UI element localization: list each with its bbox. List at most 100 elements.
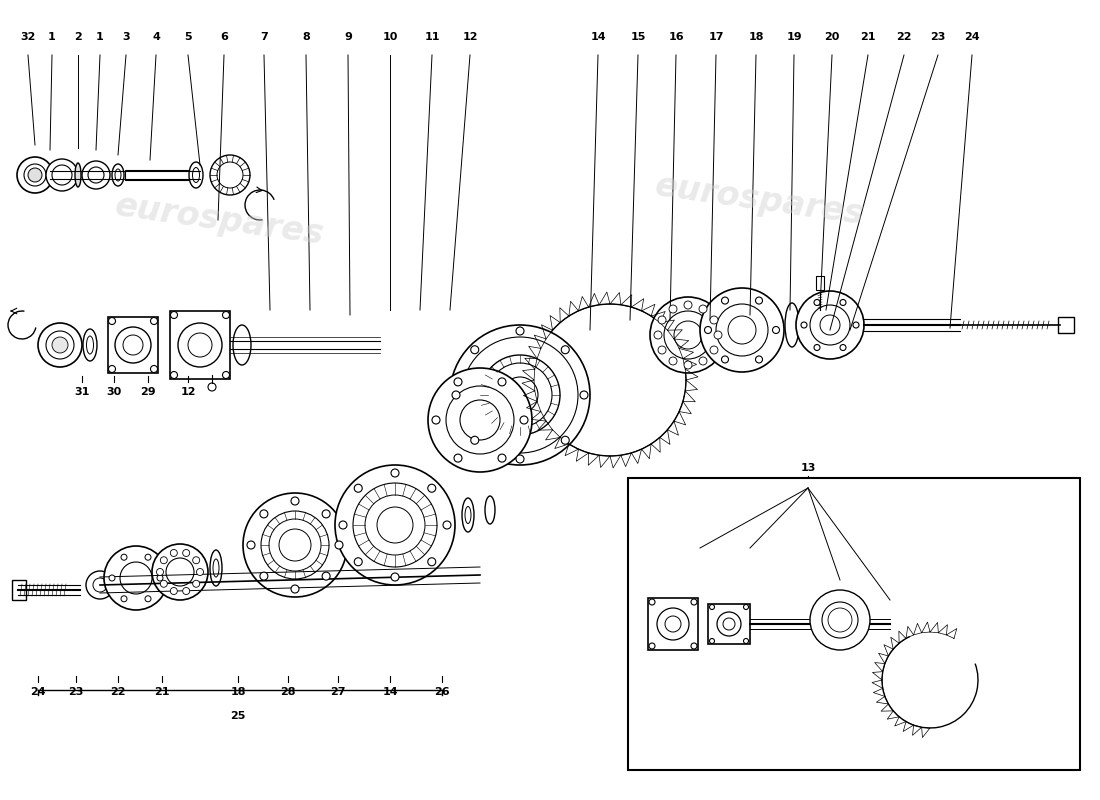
Circle shape [658,346,666,354]
Polygon shape [588,294,600,307]
Text: 23: 23 [931,32,946,42]
Circle shape [498,454,506,462]
Circle shape [222,311,230,318]
Circle shape [710,638,715,643]
Circle shape [428,484,436,492]
Circle shape [377,507,412,543]
Text: 18: 18 [230,687,245,697]
Circle shape [698,357,707,365]
Text: 1: 1 [96,32,103,42]
Polygon shape [881,704,893,711]
Circle shape [121,554,126,560]
Polygon shape [888,711,899,719]
Circle shape [292,585,299,593]
Bar [125,170,190,180]
Circle shape [152,544,208,600]
Circle shape [744,605,748,610]
Ellipse shape [462,498,474,532]
Circle shape [722,297,728,304]
Text: 4: 4 [152,32,160,42]
Text: 5: 5 [184,32,191,42]
Text: 14: 14 [591,32,606,42]
Polygon shape [668,421,679,435]
Polygon shape [872,672,882,680]
Circle shape [16,157,53,193]
Circle shape [208,383,216,391]
Circle shape [649,599,654,605]
Polygon shape [683,391,695,402]
Polygon shape [610,455,620,468]
Circle shape [480,355,560,435]
Polygon shape [565,444,579,456]
Text: 20: 20 [824,32,839,42]
Circle shape [756,297,762,304]
Circle shape [561,346,570,354]
Bar [170,311,230,379]
Circle shape [498,378,506,386]
Circle shape [339,521,346,529]
Circle shape [443,521,451,529]
Circle shape [94,578,107,592]
Circle shape [428,558,436,566]
Circle shape [650,297,726,373]
Ellipse shape [233,325,251,365]
Polygon shape [879,654,889,663]
Circle shape [46,159,78,191]
Circle shape [109,575,116,581]
Circle shape [664,311,712,359]
Text: 15: 15 [630,32,646,42]
Circle shape [109,366,116,373]
Text: 13: 13 [801,463,816,473]
Text: 29: 29 [140,387,156,397]
Polygon shape [872,680,882,688]
Polygon shape [569,302,579,316]
Circle shape [471,346,478,354]
Circle shape [46,331,74,359]
Circle shape [516,327,524,335]
Circle shape [717,612,741,636]
Text: 12: 12 [462,32,477,42]
Circle shape [390,573,399,581]
Circle shape [322,510,330,518]
Ellipse shape [82,329,97,361]
Circle shape [52,337,68,353]
Text: eurospares: eurospares [113,189,327,251]
Text: 28: 28 [280,687,296,697]
Text: 24: 24 [965,32,980,42]
Polygon shape [600,455,610,467]
Polygon shape [906,626,914,638]
Circle shape [161,557,167,564]
Circle shape [336,465,455,585]
Polygon shape [874,662,884,672]
Polygon shape [651,311,666,322]
Circle shape [580,391,588,399]
Circle shape [520,416,528,424]
Text: 32: 32 [20,32,35,42]
Polygon shape [685,380,697,391]
Text: 24: 24 [30,687,46,697]
Circle shape [454,378,462,386]
Circle shape [744,638,748,643]
Polygon shape [884,645,893,656]
Circle shape [151,318,157,325]
Polygon shape [531,411,546,421]
Circle shape [109,318,116,325]
Circle shape [460,400,500,440]
Bar [628,478,1080,770]
Circle shape [649,643,654,649]
Polygon shape [579,297,588,311]
Circle shape [82,161,110,189]
Circle shape [354,484,362,492]
Polygon shape [527,402,541,411]
Circle shape [666,616,681,632]
Circle shape [561,436,570,444]
Text: 21: 21 [860,32,876,42]
Polygon shape [946,629,957,638]
Circle shape [104,546,168,610]
Circle shape [222,371,230,378]
Ellipse shape [112,164,124,186]
Polygon shape [529,346,541,358]
Circle shape [183,550,189,557]
Ellipse shape [87,336,94,354]
Polygon shape [674,411,685,425]
